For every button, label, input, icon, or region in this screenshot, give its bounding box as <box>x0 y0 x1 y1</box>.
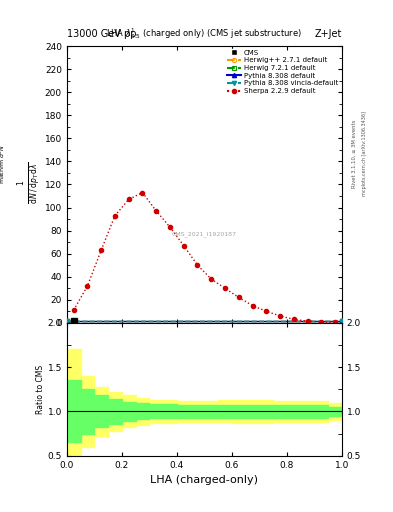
Text: Rivet 3.1.10, ≥ 3M events: Rivet 3.1.10, ≥ 3M events <box>352 119 357 188</box>
Y-axis label: Ratio to CMS: Ratio to CMS <box>36 365 45 414</box>
Y-axis label:   $1$
  $\overline{\mathrm{d}N\,/\,\mathrm{d}p_T\,\mathrm{d}\lambda}$: $1$ $\overline{\mathrm{d}N\,/\,\mathrm{d… <box>15 161 42 207</box>
Text: mcplots.cern.ch [arXiv:1306.3436]: mcplots.cern.ch [arXiv:1306.3436] <box>362 111 367 196</box>
Text: 13000 GeV pp: 13000 GeV pp <box>67 29 136 39</box>
Legend: CMS, Herwig++ 2.7.1 default, Herwig 7.2.1 default, Pythia 8.308 default, Pythia : CMS, Herwig++ 2.7.1 default, Herwig 7.2.… <box>226 48 340 96</box>
Text: Z+Jet: Z+Jet <box>314 29 342 39</box>
X-axis label: LHA (charged-only): LHA (charged-only) <box>151 475 258 485</box>
Text: $\mathrm{mathrm}\,d^{2}N$: $\mathrm{mathrm}\,d^{2}N$ <box>0 144 7 184</box>
Text: CMS_2021_I1920187: CMS_2021_I1920187 <box>172 231 237 237</box>
Text: LHA $\lambda^{1}_{0.5}$ (charged only) (CMS jet substructure): LHA $\lambda^{1}_{0.5}$ (charged only) (… <box>107 26 302 40</box>
